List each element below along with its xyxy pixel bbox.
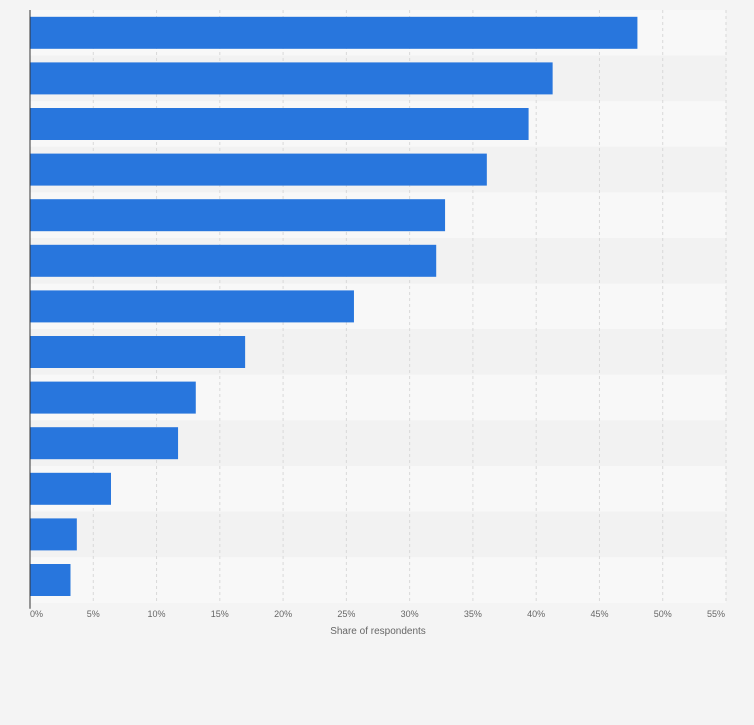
x-tick-label: 5% — [87, 609, 100, 619]
x-tick-label: 50% — [654, 609, 672, 619]
x-tick-labels: 0% 5% 10% 15% 20% 25% 30% 35% 40% 45% 50% 55% — [30, 609, 725, 619]
x-tick-label: 45% — [590, 609, 608, 619]
x-tick-label: 0% — [30, 609, 43, 619]
bar — [30, 244, 437, 277]
x-tick-label: 10% — [148, 609, 166, 619]
bars — [30, 16, 638, 596]
bar — [30, 336, 246, 368]
bar — [30, 62, 553, 95]
row-band — [30, 511, 726, 558]
bar — [30, 199, 446, 232]
bar — [30, 153, 487, 186]
bar — [30, 427, 179, 460]
x-tick-label: 30% — [401, 609, 419, 619]
x-axis-title: Share of respondents — [330, 626, 426, 637]
x-tick-label: 40% — [527, 609, 545, 619]
bar — [30, 16, 638, 49]
bar — [30, 518, 77, 551]
x-tick-label: 20% — [274, 609, 292, 619]
x-tick-label: 25% — [337, 609, 355, 619]
bar — [30, 108, 529, 140]
bar — [30, 290, 354, 323]
bar — [30, 564, 71, 596]
bar — [30, 381, 196, 414]
x-tick-label: 35% — [464, 609, 482, 619]
x-tick-label: 15% — [211, 609, 229, 619]
bar — [30, 472, 111, 505]
row-band — [30, 466, 726, 512]
row-band — [30, 557, 726, 603]
x-tick-label: 55% — [707, 609, 725, 619]
